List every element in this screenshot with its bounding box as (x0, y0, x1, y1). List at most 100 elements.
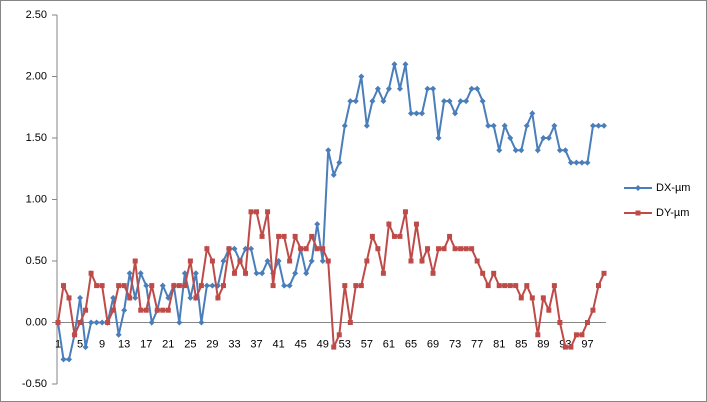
marker (165, 307, 171, 313)
series-line (57, 63, 604, 361)
marker (491, 270, 497, 276)
marker (61, 283, 67, 289)
series-line (57, 210, 605, 349)
marker (425, 246, 431, 252)
marker (72, 332, 78, 338)
marker (198, 283, 204, 289)
marker (287, 258, 293, 264)
marker (94, 283, 100, 289)
x-tick-label: 57 (361, 338, 373, 350)
marker (480, 270, 486, 276)
marker (579, 332, 585, 338)
marker (369, 233, 375, 239)
marker (182, 283, 188, 289)
marker (66, 356, 73, 363)
marker (320, 246, 326, 252)
marker (303, 270, 310, 277)
marker (231, 270, 237, 276)
marker (463, 246, 469, 252)
marker (292, 270, 299, 277)
marker (573, 332, 579, 338)
x-tick-label: 97 (581, 338, 593, 350)
marker (469, 246, 475, 252)
marker (513, 283, 519, 289)
x-tick-label: 77 (471, 338, 483, 350)
marker (193, 295, 199, 301)
marker (419, 110, 425, 117)
marker (452, 246, 458, 252)
marker (363, 122, 370, 129)
marker (237, 258, 243, 264)
y-tick-label: 2.00 (26, 70, 47, 82)
marker (447, 233, 453, 239)
marker (501, 122, 508, 129)
marker (209, 282, 216, 289)
marker (160, 307, 166, 313)
marker (226, 246, 232, 252)
marker (562, 344, 568, 350)
marker (231, 245, 238, 252)
marker (88, 270, 94, 276)
marker (584, 159, 591, 166)
marker (132, 294, 139, 301)
marker (116, 283, 122, 289)
marker (159, 282, 166, 289)
marker (192, 270, 199, 277)
marker (496, 147, 503, 154)
marker (308, 258, 315, 264)
marker (374, 85, 381, 92)
marker (55, 320, 61, 325)
marker (253, 270, 260, 277)
marker (148, 319, 155, 326)
marker (171, 283, 177, 289)
marker (474, 85, 481, 92)
marker (88, 319, 95, 326)
x-tick-label: 13 (118, 338, 130, 350)
marker (347, 98, 354, 105)
y-tick-label: 2.50 (26, 9, 47, 21)
marker (176, 283, 182, 289)
x-tick-label: 81 (493, 338, 505, 350)
x-tick-label: 25 (184, 338, 196, 350)
marker (546, 307, 552, 313)
x-tick-label: 17 (140, 338, 152, 350)
marker (430, 85, 437, 92)
marker (545, 135, 552, 141)
marker (396, 85, 403, 92)
marker (573, 159, 580, 166)
marker (589, 122, 596, 129)
marker (281, 233, 287, 239)
marker (397, 233, 403, 239)
x-tick-label: 29 (206, 338, 218, 350)
marker (540, 295, 546, 301)
marker (407, 110, 414, 117)
marker (458, 246, 464, 252)
x-tick-label: 85 (515, 338, 527, 350)
marker (110, 307, 116, 313)
marker (126, 270, 133, 277)
marker (276, 233, 282, 239)
marker (485, 122, 492, 129)
x-tick-label: 65 (405, 338, 417, 350)
marker (524, 283, 530, 289)
marker (601, 122, 607, 129)
x-tick-label: 73 (449, 338, 461, 350)
marker (66, 295, 72, 301)
marker (358, 73, 365, 80)
marker (127, 295, 133, 301)
marker (474, 258, 480, 264)
marker (535, 332, 541, 338)
marker (436, 246, 442, 252)
x-tick-label: 69 (427, 338, 439, 350)
marker (424, 85, 431, 92)
marker (386, 221, 392, 227)
marker (441, 98, 448, 105)
marker (259, 233, 265, 239)
marker (523, 122, 530, 129)
marker (534, 147, 541, 154)
marker (215, 295, 221, 301)
marker (385, 85, 392, 92)
marker (578, 159, 585, 166)
